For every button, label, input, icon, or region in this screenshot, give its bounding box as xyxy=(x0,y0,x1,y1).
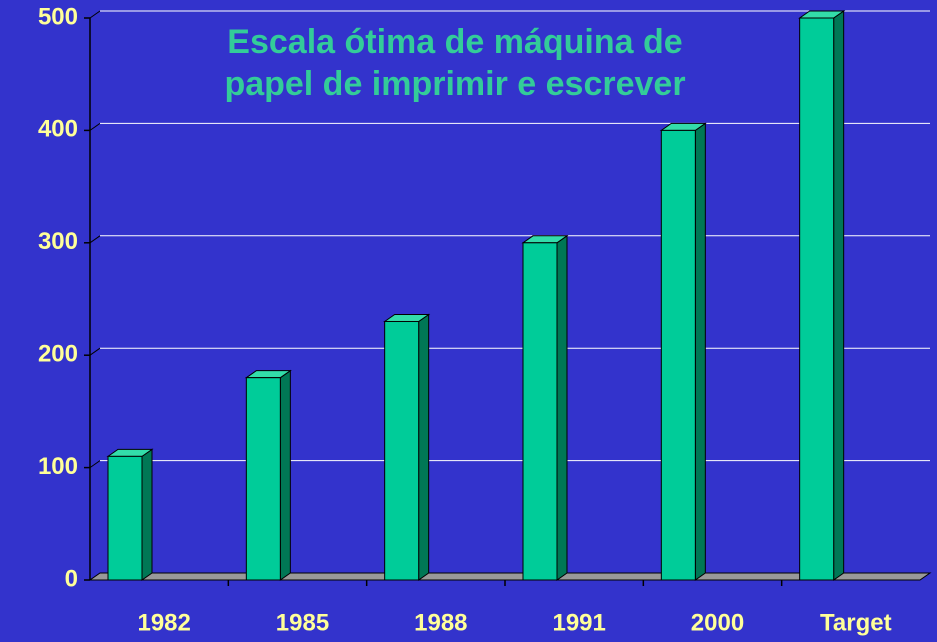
bar-front xyxy=(522,242,558,581)
bar-side xyxy=(141,448,153,581)
bar-side xyxy=(279,369,291,581)
bar-side xyxy=(833,10,845,581)
bar xyxy=(521,234,569,581)
x-tick-label: Target xyxy=(820,609,892,636)
y-tick-label: 100 xyxy=(38,453,78,480)
bar xyxy=(798,10,846,581)
x-tick-label: 2000 xyxy=(691,609,744,636)
bar-front xyxy=(245,377,281,581)
chart-title: papel de imprimir e escrever xyxy=(224,65,685,103)
y-tick-label: 500 xyxy=(38,3,78,30)
y-tick-label: 300 xyxy=(38,228,78,255)
grid-line xyxy=(89,460,101,469)
bar-front xyxy=(107,455,143,581)
chart-title: Escala ótima de máquina de xyxy=(227,23,682,61)
y-tick-label: 0 xyxy=(65,565,78,592)
bar-front xyxy=(660,129,696,581)
x-tick-label: 1991 xyxy=(552,609,605,636)
bar-side xyxy=(418,313,430,581)
y-tick-label: 400 xyxy=(38,116,78,143)
bar xyxy=(244,369,292,581)
grid-line xyxy=(89,122,101,131)
y-tick-label: 200 xyxy=(38,341,78,368)
bar-side xyxy=(694,122,706,581)
bar-front xyxy=(384,320,420,581)
grid-line xyxy=(89,10,101,19)
bar xyxy=(106,448,154,581)
bar-side xyxy=(556,234,568,581)
x-tick-label: 1988 xyxy=(414,609,467,636)
bar xyxy=(659,122,707,581)
bar xyxy=(383,313,431,581)
grid-line xyxy=(89,235,101,244)
x-tick-label: 1985 xyxy=(276,609,329,636)
x-tick-label: 1982 xyxy=(137,609,190,636)
bar-front xyxy=(799,17,835,581)
grid-line xyxy=(89,347,101,356)
